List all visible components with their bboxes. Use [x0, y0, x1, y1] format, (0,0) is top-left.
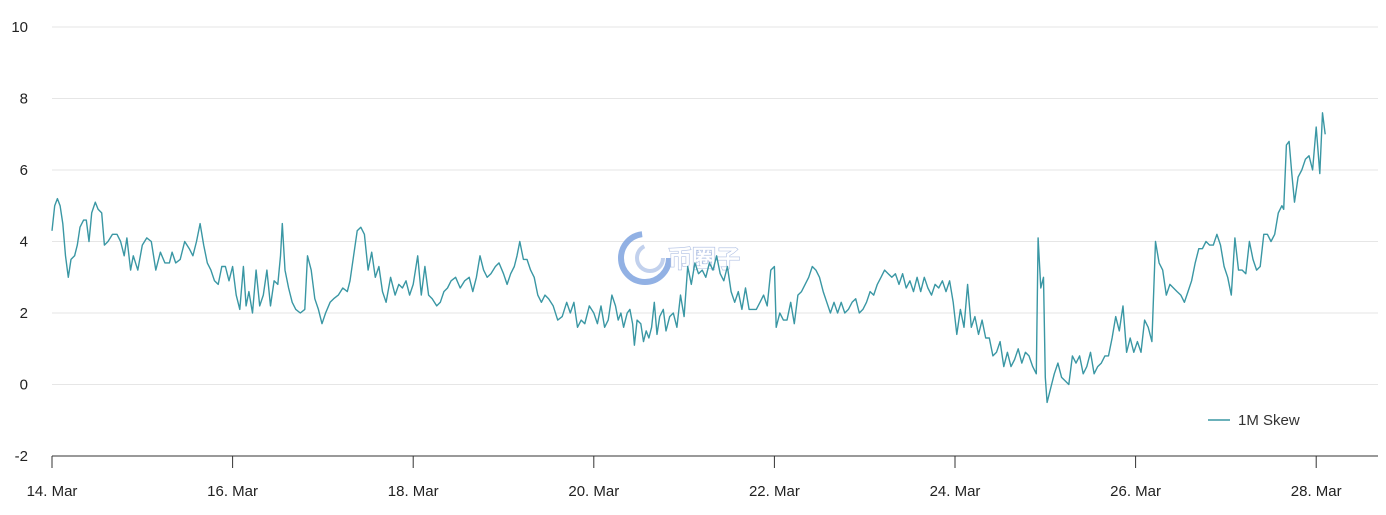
watermark-logo-inner — [635, 243, 665, 273]
x-tick-label: 20. Mar — [568, 483, 619, 500]
x-tick-label: 14. Mar — [27, 483, 78, 500]
watermark-text: 币圈子 — [668, 245, 740, 273]
y-tick-label: 2 — [20, 305, 28, 322]
legend[interactable]: 1M Skew — [1208, 412, 1300, 429]
grid-lines — [52, 26, 1378, 385]
y-tick-label: 0 — [20, 377, 28, 394]
x-tick-label: 28. Mar — [1291, 483, 1342, 500]
y-tick-label: 8 — [20, 91, 28, 108]
y-tick-label: -2 — [15, 448, 28, 465]
x-tick-label: 24. Mar — [930, 483, 981, 500]
watermark-logo-icon — [618, 231, 672, 285]
x-tick-label: 18. Mar — [388, 483, 439, 500]
series-layer — [51, 112, 1326, 404]
x-axis: 14. Mar 16. Mar 18. Mar 20. Mar 22. Mar 24. M… — [27, 455, 1378, 500]
x-tick-label: 16. Mar — [207, 483, 258, 500]
x-tick-label: 26. Mar — [1110, 483, 1161, 500]
y-tick-label: 4 — [20, 234, 28, 251]
x-tick-label: 22. Mar — [749, 483, 800, 500]
y-tick-label: 6 — [20, 162, 28, 179]
y-tick-label: 10 — [11, 19, 28, 36]
y-axis-labels: -2 0 2 4 6 8 10 — [11, 19, 28, 465]
series-line-1m-skew — [51, 112, 1326, 404]
legend-label: 1M Skew — [1238, 412, 1300, 429]
